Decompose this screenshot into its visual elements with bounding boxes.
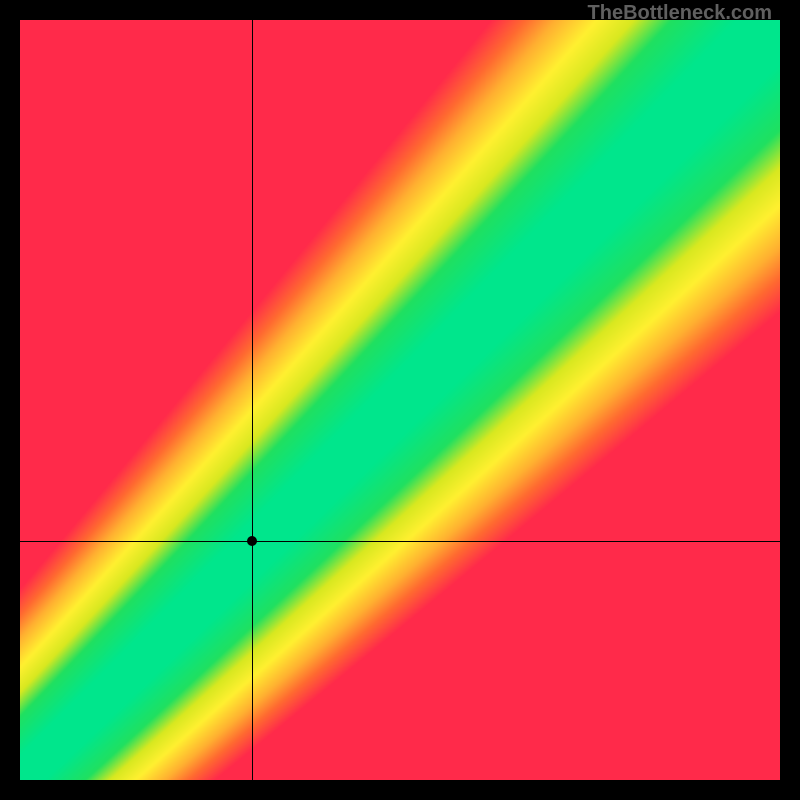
plot-area xyxy=(20,20,780,780)
crosshair-marker xyxy=(247,536,257,546)
chart-frame: TheBottleneck.com xyxy=(0,0,800,800)
crosshair-horizontal xyxy=(20,541,780,542)
crosshair-vertical xyxy=(252,20,253,780)
heatmap-canvas xyxy=(20,20,780,780)
